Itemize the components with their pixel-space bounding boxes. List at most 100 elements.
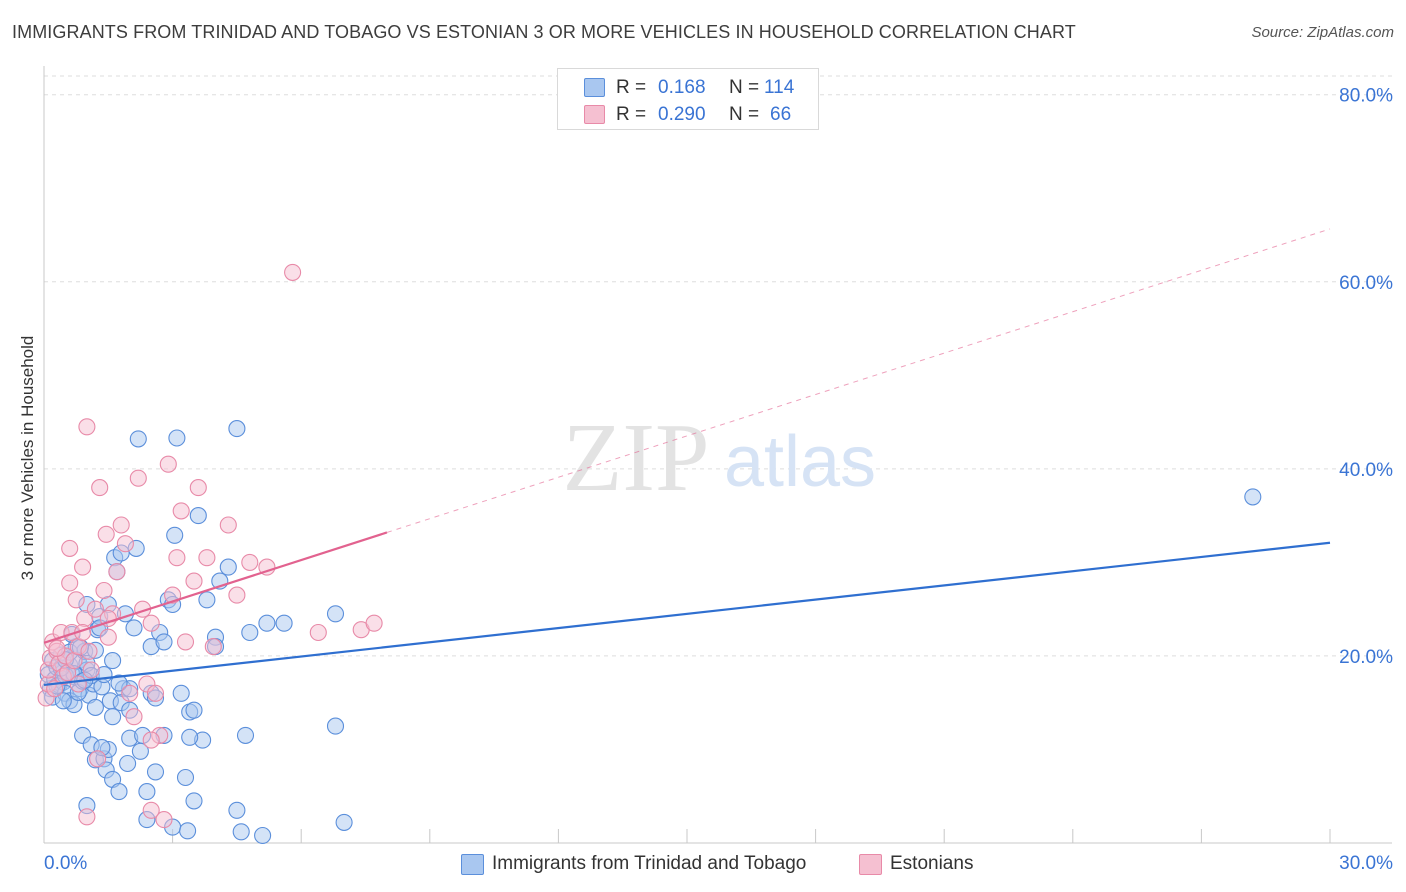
point-trinidad (86, 698, 104, 716)
point-estonian (82, 661, 100, 679)
point-trinidad (138, 783, 156, 801)
legend-r-label: R = (616, 77, 647, 98)
correlation-legend: R = 0.168 N = 114 R = 0.290 N = 66 (557, 68, 819, 130)
point-estonian (142, 731, 160, 749)
point-trinidad (172, 684, 190, 702)
axes (43, 66, 1392, 844)
point-trinidad (104, 708, 122, 726)
point-estonian (142, 801, 160, 819)
legend-swatch-pink (859, 854, 882, 875)
point-estonian (80, 642, 98, 660)
legend-r-value: 0.290 (658, 104, 706, 125)
point-estonian (78, 418, 96, 436)
legend-n-label: N = (729, 104, 760, 125)
point-estonian (108, 563, 126, 581)
point-trinidad (129, 430, 147, 448)
point-estonian (48, 639, 66, 657)
point-estonian (155, 811, 173, 829)
point-estonian (219, 516, 237, 534)
point-estonian (146, 684, 165, 702)
point-trinidad (254, 826, 272, 845)
point-estonian (204, 638, 222, 656)
point-estonian (189, 479, 207, 497)
trend-lines (43, 228, 1331, 687)
point-estonian (78, 808, 96, 826)
trend-line-trinidad (43, 541, 1331, 687)
point-trinidad (179, 822, 197, 840)
series-legend-label: Estonians (890, 853, 974, 874)
legend-n-value: 66 (770, 104, 792, 125)
point-estonian (125, 708, 143, 726)
point-trinidad (110, 674, 128, 692)
legend-n-value: 114 (764, 77, 795, 98)
x-tick-label-min: 0.0% (44, 853, 87, 874)
point-estonian (172, 502, 190, 520)
legend-swatch-blue (461, 854, 484, 875)
point-estonian (67, 591, 85, 609)
watermark-atlas: atlas (724, 422, 876, 502)
legend-swatch-pink (584, 105, 605, 124)
point-estonian (95, 581, 113, 600)
point-estonian (185, 572, 203, 590)
point-estonian (159, 455, 177, 473)
point-trinidad (155, 633, 173, 651)
point-estonian (61, 539, 79, 557)
point-trinidad (104, 652, 122, 670)
point-estonian (61, 574, 79, 592)
trend-line-estonian (43, 531, 388, 644)
watermark-zip: ZIP (563, 404, 710, 512)
point-estonian (116, 535, 134, 553)
point-trinidad (219, 558, 237, 576)
point-estonian (121, 684, 139, 702)
point-trinidad (146, 763, 165, 781)
point-trinidad (131, 742, 149, 760)
point-estonian (99, 628, 117, 646)
point-trinidad (335, 813, 353, 831)
point-estonian (89, 750, 107, 768)
point-trinidad (228, 801, 246, 819)
point-estonian (309, 623, 327, 642)
point-trinidad (189, 507, 207, 525)
point-trinidad (241, 623, 259, 642)
point-estonian (241, 553, 259, 571)
point-estonian (168, 549, 186, 567)
point-trinidad (181, 728, 199, 746)
series-legend-label: Immigrants from Trinidad and Tobago (492, 853, 807, 874)
watermark: ZIP atlas (563, 404, 877, 512)
point-trinidad (125, 619, 143, 637)
chart-title: IMMIGRANTS FROM TRINIDAD AND TOBAGO VS E… (12, 22, 1076, 42)
point-trinidad (326, 717, 345, 735)
point-trinidad (275, 614, 293, 632)
point-trinidad (236, 726, 255, 744)
point-trinidad (110, 783, 128, 801)
point-trinidad (119, 754, 137, 773)
point-estonian (112, 516, 130, 534)
point-estonian (142, 614, 160, 632)
point-trinidad (198, 591, 216, 609)
point-estonian (97, 525, 115, 543)
point-estonian (129, 469, 147, 487)
point-trinidad (168, 429, 186, 447)
y-tick-label: 20.0% (1339, 647, 1393, 668)
point-trinidad (326, 605, 345, 623)
y-tick-label: 60.0% (1339, 273, 1393, 294)
x-tick-label-max: 30.0% (1339, 853, 1393, 874)
y-tick-label: 80.0% (1339, 86, 1393, 107)
point-trinidad (258, 614, 276, 632)
legend-r-value: 0.168 (658, 77, 706, 98)
point-estonian (91, 479, 109, 497)
legend-n-label: N = (729, 77, 760, 98)
legend-swatch-blue (584, 78, 605, 97)
point-estonian (69, 675, 87, 693)
point-trinidad (1244, 488, 1262, 506)
point-estonian (176, 633, 195, 651)
point-estonian (284, 263, 302, 281)
point-trinidad (176, 768, 195, 787)
point-estonian (198, 549, 216, 567)
tick-labels: 20.0% 40.0% 60.0% 80.0% 0.0% 30.0% (44, 86, 1393, 874)
data-points (37, 263, 1262, 845)
source-credit: Source: ZipAtlas.com (1251, 24, 1394, 41)
point-trinidad (185, 701, 203, 719)
point-trinidad (166, 526, 184, 544)
